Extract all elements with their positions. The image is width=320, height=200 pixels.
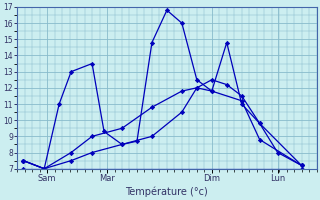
X-axis label: Température (°c): Température (°c) <box>125 186 208 197</box>
